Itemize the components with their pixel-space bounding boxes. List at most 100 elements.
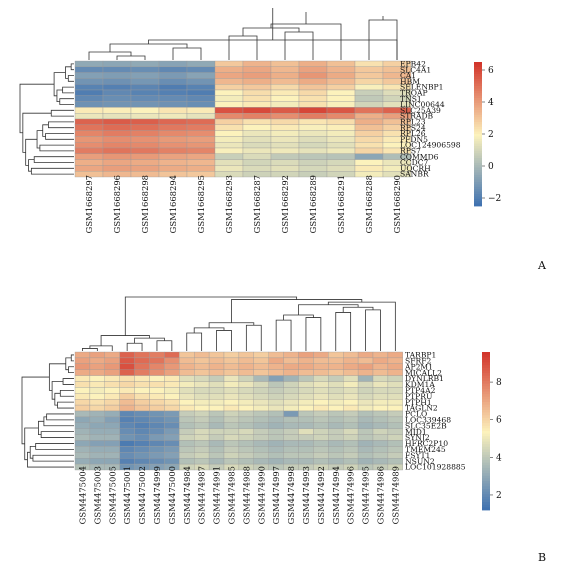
legend-color-step	[474, 158, 482, 161]
heatmap-cell	[253, 399, 269, 406]
row-label: SELENBP1	[400, 83, 444, 92]
heatmap-cell	[298, 446, 314, 453]
heatmap-cell	[89, 404, 105, 412]
heatmap-cell	[298, 107, 328, 114]
heatmap-cell	[298, 381, 314, 388]
legend-color-step	[474, 100, 482, 104]
legend-color-step	[474, 124, 482, 128]
heatmap-cell	[208, 440, 225, 447]
heatmap-cell	[74, 95, 104, 102]
heatmap-cell	[186, 136, 216, 143]
heatmap-cell	[242, 113, 272, 120]
heatmap-cell	[164, 363, 180, 370]
heatmap-cell	[89, 428, 105, 435]
heatmap-cell	[102, 66, 132, 73]
heatmap-cell	[357, 410, 374, 418]
legend-color-step	[482, 394, 490, 398]
heatmap-cell	[326, 107, 356, 114]
heatmap-cell	[130, 130, 160, 137]
heatmap-cell	[387, 387, 403, 394]
legend-color-step	[474, 155, 482, 159]
heatmap-cell	[387, 399, 403, 406]
heatmap-cell	[372, 410, 389, 418]
heatmap-cell	[328, 375, 344, 382]
heatmap-cell	[74, 387, 91, 394]
heatmap-cell	[102, 89, 132, 96]
heatmap-cell	[158, 95, 188, 102]
row-dendrogram-branch	[21, 376, 50, 445]
heatmap-cell	[298, 440, 314, 447]
heatmap-cell	[164, 458, 180, 465]
legend-color-step	[482, 465, 490, 469]
heatmap-cell	[89, 446, 105, 453]
heatmap-cell	[179, 393, 195, 400]
legend-color-step	[474, 191, 482, 195]
heatmap-cell	[387, 428, 403, 435]
heatmap-cell	[313, 404, 329, 412]
heatmap-cell	[387, 363, 403, 370]
heatmap-cell	[372, 452, 389, 459]
legend-color-step	[474, 86, 482, 89]
heatmap-cell	[328, 452, 344, 459]
heatmap-cell	[179, 375, 195, 382]
heatmap-cell	[354, 136, 384, 143]
heatmap-cell	[158, 159, 188, 166]
heatmap-cell	[326, 142, 356, 149]
row-label: KDM1A	[405, 380, 435, 389]
heatmap-cell	[298, 458, 314, 465]
heatmap-cell	[119, 399, 135, 406]
heatmap-cell	[149, 375, 165, 382]
column-dendrogram-branch	[172, 47, 202, 60]
legend-color-step	[474, 98, 482, 101]
heatmap-cell	[268, 351, 284, 359]
heatmap-cell	[328, 428, 344, 435]
column-label: GSM4474991	[212, 466, 222, 524]
legend-color-step	[482, 499, 490, 503]
heatmap-cell	[164, 410, 180, 418]
heatmap-cell	[326, 89, 356, 96]
legend-color-step	[482, 436, 490, 440]
heatmap-cell	[253, 393, 269, 400]
heatmap-cell	[119, 363, 135, 370]
heatmap-cell	[186, 130, 216, 137]
heatmap-cell	[326, 118, 356, 125]
column-label: GSM4474992	[316, 466, 326, 524]
row-label: SLC25A39	[400, 106, 441, 115]
heatmap-cell	[328, 399, 344, 406]
heatmap-cell	[270, 95, 300, 102]
heatmap-cell	[313, 399, 329, 406]
row-dendrogram-branch	[59, 98, 74, 105]
heatmap-cell	[164, 428, 180, 435]
heatmap-cell	[268, 416, 284, 423]
heatmap-cell	[270, 101, 300, 108]
heatmap-cell	[104, 357, 120, 364]
legend-color-step	[482, 502, 490, 506]
heatmap-cell	[298, 136, 328, 143]
heatmap-cell	[354, 130, 384, 137]
heatmap-cell	[354, 142, 384, 149]
heatmap-cell	[283, 393, 299, 400]
row-label: PTP4A2	[405, 386, 436, 395]
legend-color-step	[474, 71, 482, 75]
heatmap-cell	[158, 165, 188, 172]
heatmap-cell	[326, 159, 356, 166]
column-label: GSM4474986	[375, 466, 385, 524]
heatmap-cell	[158, 89, 188, 96]
heatmap-cell	[74, 399, 91, 406]
column-dendrogram-branch	[216, 330, 232, 351]
heatmap-cell	[119, 410, 135, 418]
heatmap-cell	[270, 124, 300, 131]
heatmap-cell	[270, 147, 300, 154]
heatmap-cell	[89, 434, 105, 441]
legend-color-step	[474, 179, 482, 183]
heatmap-cell	[298, 84, 328, 91]
heatmap-cell	[134, 452, 150, 459]
legend-color-step	[482, 378, 490, 382]
heatmap-cell	[102, 95, 132, 102]
column-label: GSM4474984	[182, 466, 192, 524]
heatmap-cell	[74, 60, 104, 67]
legend-color-step	[482, 496, 490, 500]
heatmap-cell	[164, 422, 180, 429]
heatmap-cell	[104, 363, 120, 370]
row-label: HBM	[400, 77, 420, 86]
